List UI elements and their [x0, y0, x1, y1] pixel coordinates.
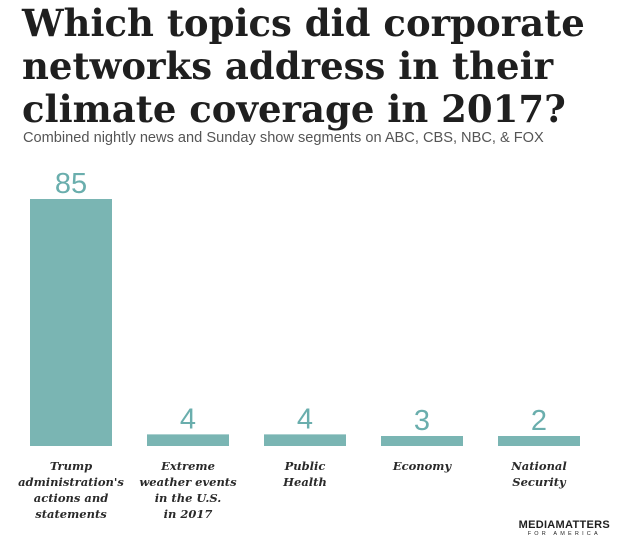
logo-subtitle: FOR AMERICA: [527, 531, 601, 537]
value-label-public-health: 4: [297, 403, 313, 435]
bar-public-health: [264, 434, 346, 446]
bar-national-security: [498, 436, 580, 446]
chart-title: Which topics did corporate networks addr…: [22, 1, 585, 131]
value-label-national-security: 2: [531, 405, 547, 437]
bar-economy: [381, 436, 463, 446]
logo-wordmark: MEDIAMATTERS: [518, 519, 610, 531]
value-label-economy: 3: [414, 405, 430, 437]
category-label-economy: Economy: [392, 459, 453, 473]
category-label-national-security: National Security: [510, 459, 567, 489]
media-matters-logo: MEDIAMATTERS FOR AMERICA: [519, 520, 610, 538]
category-label-public-health: Public Health: [282, 459, 327, 489]
value-label-trump-administration-s-actions-and-statements: 85: [55, 168, 87, 200]
category-label-trump-administration-s-actions-and-statements: Trump administration's actions and statemen…: [18, 459, 124, 521]
category-label-extreme-weather-events-in-the-u-s-in-2017: Extreme weather events in the U.S. in 2017: [139, 459, 237, 521]
value-label-extreme-weather-events-in-the-u-s-in-2017: 4: [180, 403, 196, 435]
bar-extreme-weather-events-in-the-u-s-in-2017: [147, 434, 229, 446]
chart-subtitle: Combined nightly news and Sunday show se…: [23, 130, 544, 146]
bar-trump-administration-s-actions-and-statements: [30, 199, 112, 446]
